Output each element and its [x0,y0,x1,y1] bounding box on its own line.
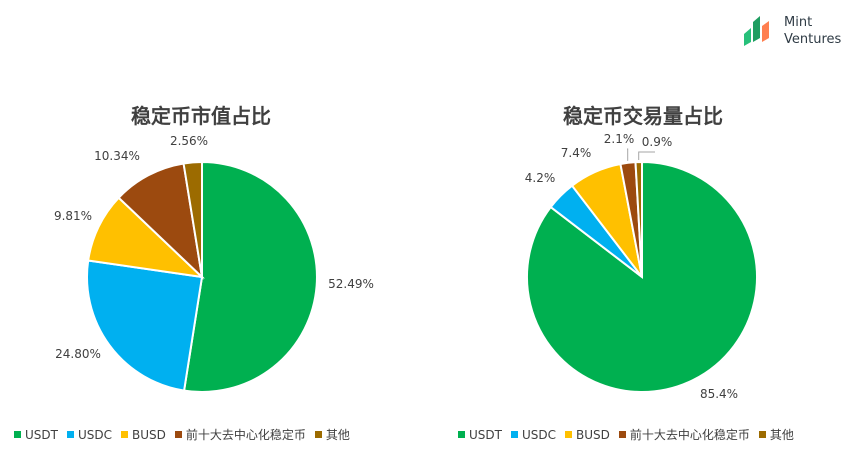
chart1-legend-item-4: 其他 [314,426,350,443]
chart2-legend-item-3: 前十大去中心化稳定币 [618,426,750,443]
chart1-data-label-3: 10.34% [94,149,140,163]
chart2-data-label-3: 2.1% [604,132,635,146]
chart2-data-label-4: 0.9% [642,135,673,149]
chart1-legend-swatch-3 [174,431,182,438]
chart2-slice-4 [634,160,643,278]
chart1-legend-item-0: USDT [14,428,58,442]
chart2-legend-item-1: USDC [510,427,557,442]
chart1-legend-swatch-2 [121,431,129,438]
chart2-legend-swatch-4 [758,431,766,438]
chart1-legend-label-2: BUSD [132,427,166,442]
logo-line1: Mint [784,15,813,30]
chart1-legend: USDT USDC BUSD 前十大去中心化稳定币 其他 [14,426,359,443]
chart2-legend-label-2: BUSD [576,427,610,442]
chart2-data-label-2: 7.4% [561,146,592,160]
chart1-data-label-2: 9.81% [54,209,92,223]
chart1-legend-swatch-4 [314,431,322,438]
chart2-legend-swatch-1 [510,431,518,438]
chart1-legend-item-3: 前十大去中心化稳定币 [174,426,306,443]
chart1-legend-swatch-1 [66,431,74,438]
chart1-legend-label-1: USDC [77,427,113,442]
chart2-legend-item-2: BUSD [565,428,610,442]
chart1-legend-item-1: USDC [66,427,113,442]
chart2-legend-label-3: 前十大去中心化稳定币 [629,428,750,442]
mint-ventures-logo: Mint Ventures [740,12,852,52]
chart2-data-label-1: 4.2% [525,171,556,185]
chart2-legend-label-1: USDC [521,427,557,442]
chart2-legend-swatch-3 [618,431,626,438]
chart2-leader-4 [638,151,655,160]
chart1-slice-0 [182,160,318,393]
chart1-slice-1 [86,259,204,392]
mint-logo-icon [744,16,769,46]
chart1-data-label-1: 24.80% [55,347,101,361]
chart2-legend-item-4: 其他 [758,426,794,443]
logo-line2: Ventures [784,32,842,47]
chart2-data-label-0: 85.4% [700,387,738,401]
chart1-slice-4 [182,160,203,278]
chart2-leader-3 [627,148,629,161]
chart2-legend: USDT USDC BUSD 前十大去中心化稳定币 其他 [458,426,803,443]
chart1-legend-label-0: USDT [25,427,58,442]
chart1-slice-3 [117,162,204,280]
chart1-legend-item-2: BUSD [121,428,166,442]
chart2-legend-item-0: USDT [458,428,502,442]
chart1-data-label-0: 52.49% [328,277,374,291]
logo-text: Mint Ventures [784,14,841,48]
chart2-title: 稳定币交易量占比 [563,104,723,128]
chart2-legend-label-0: USDT [469,427,502,442]
chart1-legend-label-4: 其他 [325,428,350,442]
chart2-legend-label-4: 其他 [769,428,794,442]
chart1-title: 稳定币市值占比 [131,104,271,128]
chart2-legend-swatch-2 [565,431,573,438]
chart1-legend-label-3: 前十大去中心化稳定币 [185,428,306,442]
chart1-data-label-4: 2.56% [170,134,208,148]
chart2-legend-swatch-0 [458,431,465,438]
chart1-legend-swatch-0 [14,431,21,438]
